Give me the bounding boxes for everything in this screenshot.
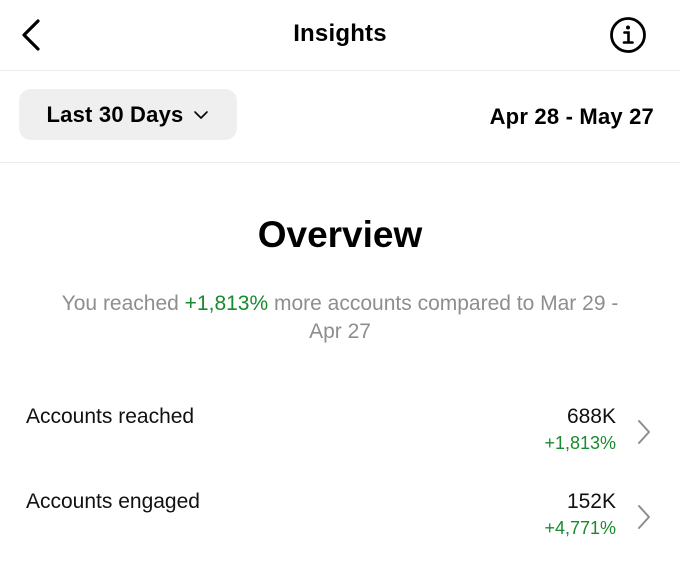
- summary-prefix: You reached: [61, 292, 185, 315]
- chevron-right-icon: [638, 420, 650, 444]
- metric-label: Accounts engaged: [26, 490, 200, 513]
- summary-suffix: more accounts compared to Mar 29 - Apr 2…: [268, 292, 619, 343]
- date-range-label: Last 30 Days: [46, 101, 184, 127]
- page-title: Insights: [293, 20, 387, 47]
- metric-label: Accounts reached: [26, 405, 195, 428]
- metric-change: +1,813%: [544, 433, 616, 453]
- date-filter-bar: Last 30 Days Apr 28 - May 27: [0, 71, 680, 163]
- metric-change: +4,771%: [544, 518, 616, 538]
- metric-value: 152K: [566, 490, 616, 513]
- info-circle-icon: [610, 17, 646, 53]
- metric-row-accounts-reached[interactable]: Accounts reached 688K +1,813%: [0, 405, 680, 475]
- info-button[interactable]: [608, 15, 648, 55]
- date-range-text: Apr 28 - May 27: [489, 104, 654, 129]
- chevron-down-icon: [194, 110, 209, 119]
- overview-summary: You reached +1,813% more accounts compar…: [50, 290, 630, 346]
- summary-percent: +1,813%: [184, 292, 269, 315]
- top-nav-bar: Insights: [0, 0, 680, 71]
- date-range-dropdown[interactable]: Last 30 Days: [19, 89, 237, 140]
- chevron-right-icon: [638, 505, 650, 529]
- back-button[interactable]: [16, 16, 46, 54]
- metric-row-accounts-engaged[interactable]: Accounts engaged 152K +4,771%: [0, 490, 680, 560]
- chevron-left-icon: [22, 19, 40, 51]
- metric-value: 688K: [566, 405, 616, 428]
- overview-heading: Overview: [257, 214, 423, 255]
